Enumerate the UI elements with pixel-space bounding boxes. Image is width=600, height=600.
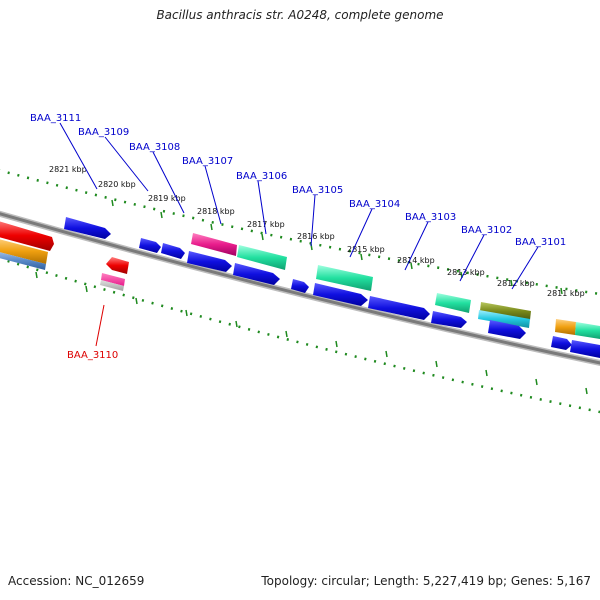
- gene-arrow[interactable]: [478, 310, 530, 328]
- gene-label-baa-3110[interactable]: BAA_3110: [67, 350, 118, 361]
- gene-arrow[interactable]: [555, 319, 576, 335]
- inner-major-ticks: [35, 271, 588, 395]
- gene-arrow[interactable]: [316, 265, 373, 291]
- kbp-label: 2821 kbp: [49, 165, 87, 174]
- kbp-label: 2817 kbp: [247, 220, 285, 229]
- genome-backbone: [0, 210, 600, 367]
- gene-arrow[interactable]: [64, 217, 111, 239]
- kbp-label: 2813 kbp: [447, 268, 485, 277]
- gene-arrow[interactable]: [106, 257, 129, 274]
- gene-labels: BAA_3111 BAA_3109 BAA_3108 BAA_3107 BAA_…: [30, 113, 566, 361]
- kbp-label: 2814 kbp: [397, 256, 435, 265]
- label-leader-lines: [59, 122, 539, 290]
- kbp-label: 2818 kbp: [197, 207, 235, 216]
- kbp-label: 2815 kbp: [347, 245, 385, 254]
- gene-arrow[interactable]: [575, 322, 600, 339]
- gene-arrow[interactable]: [480, 302, 531, 320]
- label-leader-line-reverse: [95, 304, 105, 347]
- gene-arrow[interactable]: [161, 243, 185, 259]
- gene-arrow[interactable]: [368, 296, 430, 320]
- gene-label-baa-3103[interactable]: BAA_3103: [405, 212, 456, 223]
- gene-arrow[interactable]: [488, 320, 526, 339]
- gene-arrow[interactable]: [0, 238, 48, 264]
- gene-arrow[interactable]: [191, 233, 237, 256]
- gene-arrow[interactable]: [551, 336, 572, 350]
- genome-summary-text: Topology: circular; Length: 5,227,419 bp…: [261, 574, 591, 588]
- map-title: Bacillus anthracis str. A0248, complete …: [156, 8, 444, 22]
- gene-label-baa-3109[interactable]: BAA_3109: [78, 127, 129, 138]
- gene-label-baa-3111[interactable]: BAA_3111: [30, 113, 81, 124]
- reverse-genes: [0, 238, 129, 291]
- gene-arrow[interactable]: [435, 293, 471, 313]
- gene-label-baa-3105[interactable]: BAA_3105: [292, 185, 343, 196]
- kbp-label: 2820 kbp: [98, 180, 136, 189]
- gene-arrow[interactable]: [0, 220, 54, 251]
- gene-arrow[interactable]: [313, 283, 368, 306]
- gene-arrow[interactable]: [233, 263, 280, 285]
- gene-arrow[interactable]: [237, 245, 287, 270]
- kbp-label: 2811 kbp: [547, 289, 585, 298]
- gene-arrow[interactable]: [100, 280, 124, 291]
- gene-label-baa-3104[interactable]: BAA_3104: [349, 199, 400, 210]
- gene-arrow[interactable]: [187, 251, 232, 272]
- gene-label-baa-3106[interactable]: BAA_3106: [236, 171, 287, 182]
- gene-arrow[interactable]: [139, 238, 161, 253]
- kbp-label: 2816 kbp: [297, 232, 335, 241]
- gene-label-baa-3107[interactable]: BAA_3107: [182, 156, 233, 167]
- gene-label-baa-3102[interactable]: BAA_3102: [461, 225, 512, 236]
- gene-label-baa-3101[interactable]: BAA_3101: [515, 237, 566, 248]
- kbp-label: 2819 kbp: [148, 194, 186, 203]
- outer-major-ticks: [111, 199, 563, 295]
- gene-label-baa-3108[interactable]: BAA_3108: [129, 142, 180, 153]
- gene-arrow[interactable]: [101, 273, 125, 286]
- gene-arrow[interactable]: [291, 279, 309, 293]
- gene-arrow[interactable]: [0, 251, 46, 270]
- gene-arrow[interactable]: [431, 311, 467, 328]
- forward-genes: [0, 217, 600, 358]
- gene-arrow[interactable]: [570, 340, 600, 358]
- accession-text: Accession: NC_012659: [8, 574, 145, 588]
